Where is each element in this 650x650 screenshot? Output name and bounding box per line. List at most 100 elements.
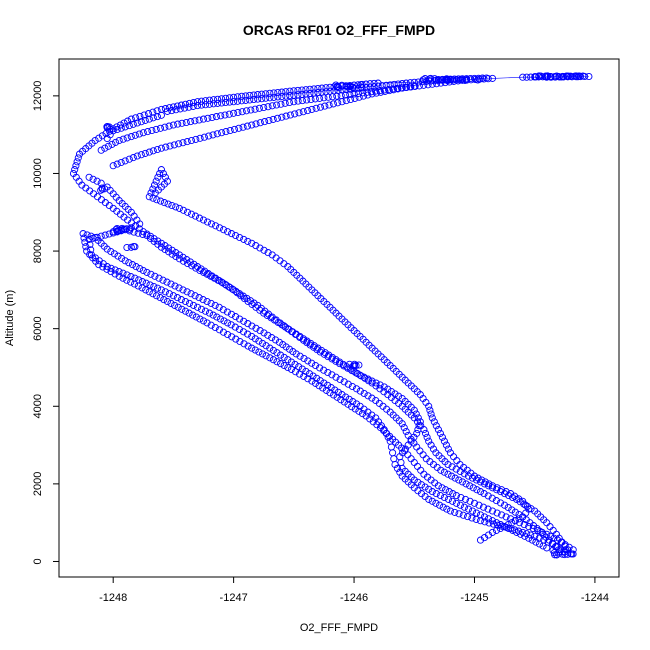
data-point	[428, 414, 436, 422]
data-point	[172, 106, 180, 114]
data-point	[127, 278, 135, 286]
data-point	[308, 105, 316, 113]
data-point	[407, 455, 415, 463]
x-axis-label: O2_FFF_FMPD	[300, 622, 378, 634]
data-point	[207, 299, 215, 307]
data-point	[414, 414, 422, 422]
data-point	[438, 484, 446, 492]
data-point	[525, 523, 533, 531]
data-point	[156, 169, 164, 178]
data-point	[366, 83, 374, 91]
data-point	[118, 254, 126, 262]
data-point	[368, 394, 376, 402]
data-point	[244, 330, 252, 338]
data-point	[389, 449, 397, 457]
data-point	[239, 123, 247, 131]
data-point	[318, 84, 326, 92]
data-point	[218, 99, 226, 107]
data-point	[266, 344, 274, 352]
data-point	[226, 98, 234, 106]
data-point	[434, 426, 442, 434]
data-point	[255, 348, 263, 356]
data-point	[384, 85, 393, 94]
data-point	[284, 356, 292, 364]
data-point	[165, 122, 173, 130]
data-point	[192, 264, 200, 272]
data-point	[384, 385, 392, 393]
data-point	[197, 305, 206, 313]
data-point	[149, 108, 157, 116]
data-point	[250, 91, 258, 99]
data-point	[156, 124, 165, 132]
data-point	[248, 332, 256, 340]
data-point	[74, 154, 82, 162]
data-point	[107, 268, 115, 276]
data-point	[123, 276, 131, 284]
data-point	[425, 437, 433, 445]
data-point	[479, 503, 488, 511]
data-point	[183, 288, 191, 296]
data-point	[478, 476, 486, 484]
data-point	[264, 249, 272, 257]
data-point	[298, 90, 306, 98]
data-point	[135, 276, 143, 284]
data-point	[352, 385, 361, 393]
data-point	[270, 89, 278, 97]
data-point	[282, 112, 290, 120]
data-point	[163, 177, 171, 185]
data-point	[117, 124, 125, 132]
data-point	[243, 294, 251, 302]
data-point	[492, 526, 501, 534]
data-point	[157, 197, 165, 205]
data-point	[444, 460, 452, 469]
data-point	[207, 272, 215, 280]
data-point	[125, 259, 133, 267]
data-point	[225, 110, 233, 118]
data-point	[278, 88, 286, 96]
y-axis-label: Altitude (m)	[4, 290, 16, 346]
x-tick-label: -1244	[581, 592, 609, 604]
data-point	[115, 268, 123, 276]
data-point	[111, 266, 119, 274]
data-point	[262, 94, 270, 102]
data-point	[136, 112, 144, 120]
data-point	[258, 90, 266, 98]
data-point	[476, 511, 485, 519]
data-point	[149, 147, 157, 155]
data-point	[452, 465, 460, 473]
data-point	[195, 214, 204, 222]
data-point	[313, 374, 321, 382]
data-point	[476, 517, 485, 525]
data-point	[123, 271, 131, 279]
data-point	[168, 246, 176, 254]
data-point	[295, 109, 303, 117]
data-point	[278, 92, 286, 101]
data-point	[436, 429, 444, 437]
data-point	[125, 155, 133, 163]
data-point	[321, 102, 329, 110]
data-point	[451, 508, 459, 516]
data-point	[235, 325, 243, 333]
data-point	[300, 354, 308, 363]
data-point	[187, 290, 195, 298]
data-point	[280, 361, 288, 370]
data-point	[149, 290, 157, 298]
data-point	[97, 186, 105, 194]
data-point	[157, 105, 165, 113]
data-point	[148, 126, 156, 135]
y-tick-label: 10000	[32, 158, 44, 189]
data-point	[543, 544, 551, 552]
data-point	[348, 382, 356, 391]
data-point	[286, 87, 294, 95]
data-point	[121, 257, 129, 265]
data-point	[452, 499, 460, 507]
data-point	[209, 131, 217, 139]
data-point	[338, 98, 346, 106]
data-point	[115, 226, 123, 234]
data-point	[222, 94, 230, 102]
data-point	[222, 128, 230, 136]
data-point	[574, 73, 582, 81]
data-point	[386, 81, 394, 89]
data-point	[316, 348, 324, 356]
